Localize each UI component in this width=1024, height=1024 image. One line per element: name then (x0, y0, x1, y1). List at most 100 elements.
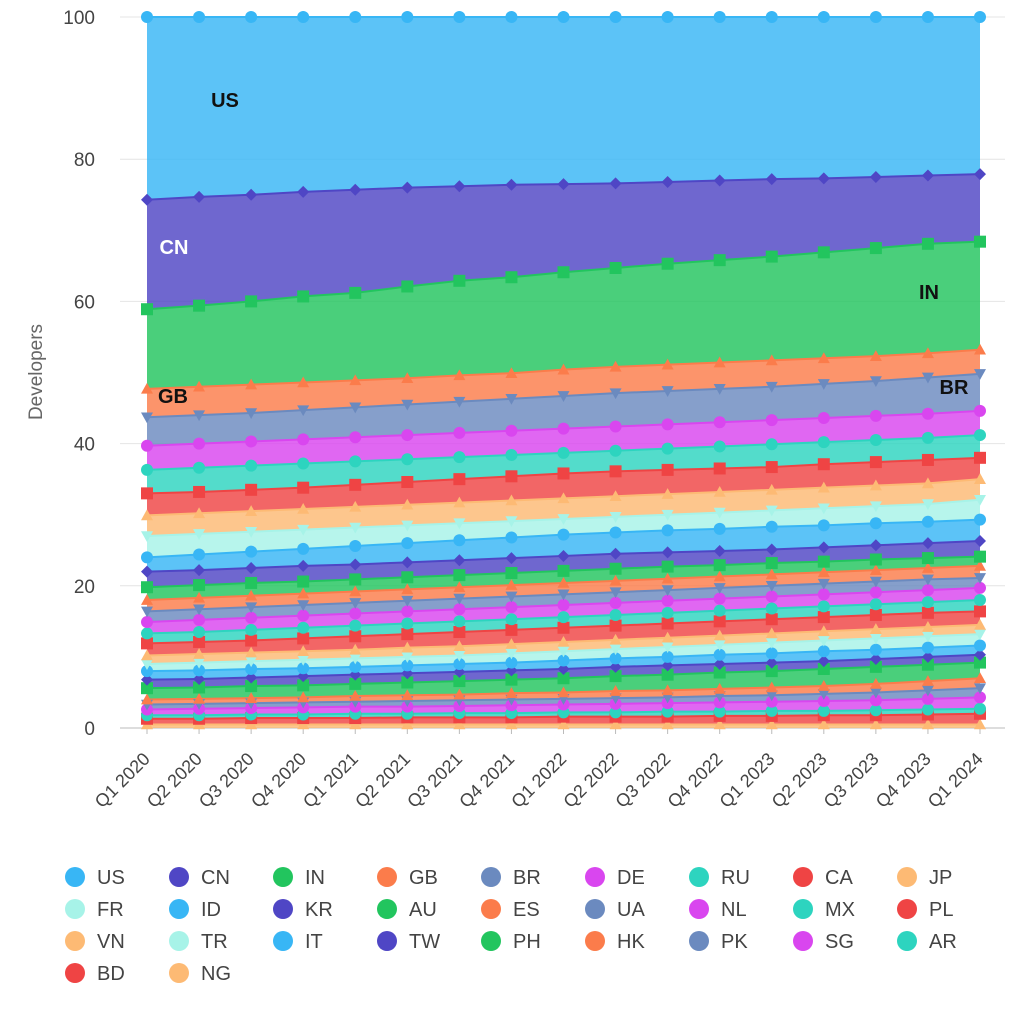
marker-ca (401, 475, 414, 488)
marker-vn (505, 638, 518, 649)
marker-es (505, 579, 518, 590)
marker-it (349, 660, 362, 673)
legend-item-pk[interactable]: PK (689, 931, 748, 953)
marker-de (297, 433, 310, 446)
marker-tw (193, 672, 206, 685)
marker-tw (713, 658, 726, 671)
marker-sg (869, 694, 882, 707)
marker-ca (453, 473, 466, 486)
legend-item-hk[interactable]: HK (585, 931, 645, 953)
marker-ph (765, 665, 778, 678)
marker-id (713, 522, 726, 535)
marker-jp (609, 490, 622, 502)
legend-item-nl[interactable]: NL (689, 899, 747, 921)
marker-us (505, 11, 518, 23)
legend-item-kr[interactable]: KR (273, 899, 333, 921)
legend-item-tr[interactable]: TR (169, 931, 228, 953)
marker-br (817, 379, 830, 390)
legend-item-it[interactable]: IT (273, 931, 323, 953)
legend-item-cn[interactable]: CN (169, 867, 230, 889)
y-tick-label: 80 (74, 150, 95, 171)
marker-pl (297, 632, 310, 645)
marker-ca (713, 462, 726, 475)
legend-swatch (481, 899, 501, 919)
legend-item-us[interactable]: US (65, 867, 125, 889)
legend-item-pl[interactable]: PL (897, 899, 953, 921)
legend-item-tw[interactable]: TW (377, 931, 440, 953)
marker-ua (661, 585, 674, 597)
marker-fr (401, 520, 414, 532)
legend-item-ph[interactable]: PH (481, 931, 541, 953)
legend-item-au[interactable]: AU (377, 899, 437, 921)
legend-item-id[interactable]: ID (169, 899, 221, 921)
legend-item-es[interactable]: ES (481, 899, 540, 921)
marker-tw (661, 659, 674, 672)
legend-swatch (273, 899, 293, 919)
legend-item-ua[interactable]: UA (585, 899, 645, 921)
legend-item-fr[interactable]: FR (65, 899, 124, 921)
legend-item-mx[interactable]: MX (793, 899, 855, 921)
marker-in (401, 280, 414, 293)
marker-ar (661, 705, 674, 718)
marker-jp (505, 494, 518, 506)
marker-ph (245, 680, 258, 693)
marker-vn (401, 641, 414, 653)
legend-item-ca[interactable]: CA (793, 867, 853, 889)
legend-item-vn[interactable]: VN (65, 931, 125, 953)
marker-br (921, 372, 934, 384)
legend-item-in[interactable]: IN (273, 867, 325, 889)
marker-jp (401, 498, 414, 510)
legend-item-ru[interactable]: RU (689, 867, 750, 889)
marker-pl (869, 608, 882, 621)
x-tick-label: Q1 2024 (924, 749, 987, 812)
marker-nl (505, 601, 518, 614)
marker-ru (193, 461, 206, 474)
marker-au (401, 571, 414, 584)
marker-sg (817, 694, 830, 707)
legend-item-ng[interactable]: NG (169, 963, 231, 985)
legend-item-jp[interactable]: JP (897, 867, 952, 889)
legend-item-bd[interactable]: BD (65, 963, 125, 985)
marker-mx (505, 613, 518, 626)
legend-swatch (793, 899, 813, 919)
marker-tr (349, 653, 362, 665)
marker-ca (193, 485, 206, 498)
legend-label: KR (305, 899, 333, 921)
marker-ua (349, 598, 362, 609)
marker-tr (765, 637, 778, 649)
marker-vn (713, 629, 726, 641)
marker-jp (817, 481, 830, 493)
legend-item-sg[interactable]: SG (793, 931, 854, 953)
legend-item-gb[interactable]: GB (377, 867, 438, 889)
marker-pl (193, 635, 206, 648)
x-tick-label: Q3 2020 (195, 749, 258, 812)
marker-id (349, 539, 362, 552)
marker-ru (765, 438, 778, 451)
marker-in (245, 295, 258, 308)
marker-mx (401, 617, 414, 630)
marker-ua (141, 606, 153, 618)
marker-gb (245, 378, 258, 390)
marker-br (505, 394, 518, 405)
marker-tw (921, 650, 934, 663)
axes: Developers (26, 324, 47, 420)
marker-ru (609, 444, 622, 457)
legend-swatch (689, 867, 709, 887)
marker-jp (193, 507, 206, 519)
marker-ru (141, 463, 153, 476)
marker-fr (713, 507, 726, 519)
marker-cn (349, 183, 362, 196)
y-tick-label: 20 (74, 577, 95, 598)
marker-kr (453, 554, 466, 567)
marker-gb (557, 363, 570, 375)
marker-es (557, 576, 570, 588)
marker-kr (193, 564, 206, 577)
legend-item-de[interactable]: DE (585, 867, 645, 889)
y-tick-label: 60 (74, 292, 95, 313)
legend-item-ar[interactable]: AR (897, 931, 957, 953)
legend-item-br[interactable]: BR (481, 867, 541, 889)
marker-fr (974, 494, 986, 506)
marker-br (869, 376, 882, 388)
marker-vn (245, 646, 258, 658)
marker-de (817, 412, 830, 425)
